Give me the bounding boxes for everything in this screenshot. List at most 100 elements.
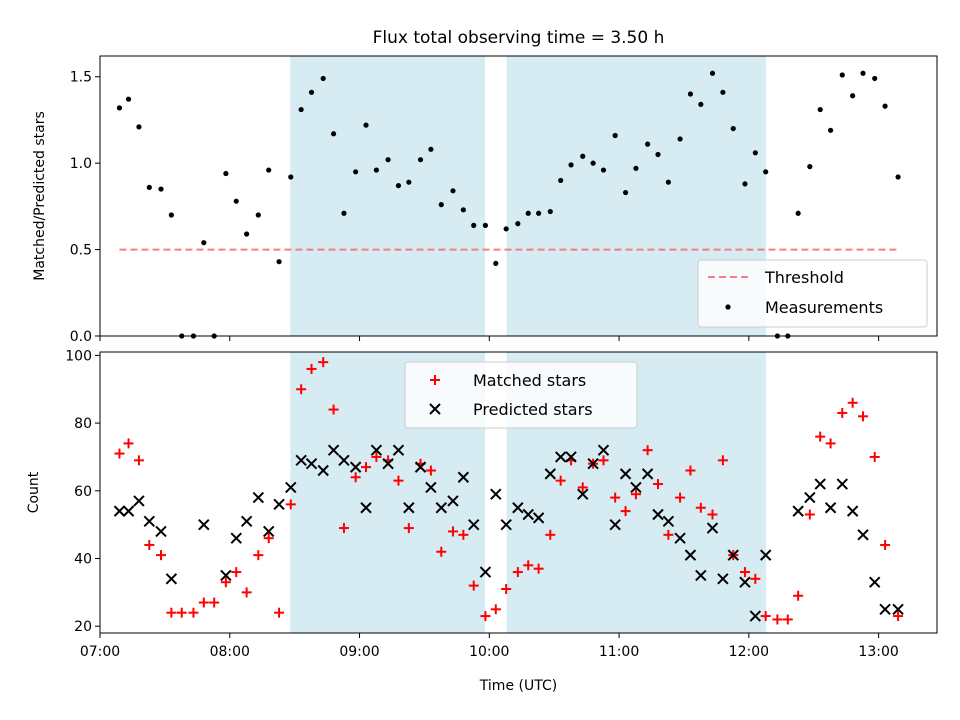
legend-frame [697,259,928,328]
matched-star-point [869,451,880,462]
measurement-point [895,174,901,180]
predicted-star-stroke-b [804,491,816,504]
measurement-point [288,174,294,180]
predicted-star-stroke-b [792,505,804,517]
matched-star-point [274,607,285,618]
matched-star-point [893,611,904,622]
matched-star-point [436,546,447,557]
measurement-points [116,70,901,339]
predicted-star-stroke-b [684,549,697,561]
predicted-star-stroke-b [554,451,567,463]
count-panel: 20 40 60 80 100 07:00 08:00 09:00 10:00 11:00 12:… [26,348,938,694]
predicted-star-point [425,481,437,494]
predicted-star-point [565,451,577,463]
matched-star-point [653,479,663,490]
matched-star-point [133,455,144,466]
predicted-star-stroke-b [403,502,415,514]
matched-star-point [695,502,706,513]
predicted-star-stroke-b [587,458,599,470]
ratio-y-axis-label: Matched/Predicted stars [32,111,48,281]
matched-star-point [263,533,274,544]
predicted-star-stroke-b [695,569,707,582]
measurement-point [244,231,250,237]
predicted-star-point [662,515,675,527]
measurement-point [330,131,337,137]
legend-frame [404,361,638,429]
predicted-star-stroke-b [273,498,285,511]
matched-star-point [318,357,329,368]
count-y-axis-label: Count [26,471,42,513]
matched-star-point [750,573,761,584]
predicted-star-stroke-b [652,508,664,521]
matched-star-point [371,451,382,462]
predicted-star-stroke-b [285,481,297,494]
predicted-star-stroke-b [512,502,524,514]
predicted-star-stroke-b [565,451,577,463]
matched-star-point [501,583,512,594]
predicted-star-stroke-b [717,573,729,585]
matched-star-point [675,492,686,503]
matched-star-point [815,431,826,442]
matched-star-point [837,407,848,418]
matched-star-point [825,438,836,449]
measurement-point [201,240,207,246]
matched-star-point [430,375,440,385]
predicted-star-point [360,502,372,514]
predicted-star-point [846,505,859,517]
predicted-star-stroke-b [749,610,762,622]
predicted-star-point [317,464,329,477]
predicted-star-point [749,610,762,622]
y-tick-label: 1.5 [70,70,92,86]
measurement-point [417,157,424,163]
predicted-star-point [327,444,340,456]
x-tick-label: 09:00 [339,644,379,660]
matched-star-point [760,611,771,622]
measurement-point [860,70,866,76]
predicted-star-stroke-b [630,481,642,494]
measurement-point [373,167,380,173]
predicted-star-stroke-b [544,468,557,480]
predicted-star-stroke-b [262,525,275,538]
measurement-point [730,125,736,132]
predicted-star-stroke-b [814,478,826,490]
matched-star-point [361,462,372,473]
predicted-star-stroke-b [435,502,447,514]
predicted-star-point [804,491,816,504]
matched-star-point [555,475,566,486]
measurement-point [872,75,878,82]
predicted-star-point [695,569,707,582]
predicted-star-stroke-b [155,525,167,538]
matched-star-point [425,465,436,476]
predicted-star-point [435,502,447,514]
predicted-star-point [641,468,654,480]
matched-star-point [630,489,641,500]
matched-star-point [577,482,588,493]
measurement-point [438,202,444,208]
predicted-star-point [414,461,427,473]
predicted-star-point [892,603,904,616]
predicted-star-point [447,495,459,507]
measurement-point [839,72,845,78]
matched-star-point [685,465,696,476]
predicted-star-stroke-b [532,512,545,524]
measurement-point [633,165,639,171]
measurement-point [807,164,813,170]
x-tick-label: 08:00 [210,644,250,660]
predicted-star-stroke-b [824,502,837,514]
predicted-star-stroke-b [468,518,480,531]
predicted-star-stroke-b [338,454,350,467]
predicted-star-stroke-b [836,478,848,490]
measurement-point [223,170,229,177]
predicted-star-point [220,569,232,582]
matched-star-point [598,455,609,466]
measurement-point [568,162,574,168]
measurement-point [385,157,391,163]
measurement-point [590,160,596,166]
matched-star-point [338,523,349,534]
predicted-star-stroke-b [619,468,632,480]
measurement-point [547,208,553,215]
measurement-point [742,181,748,187]
measurement-point [525,210,531,216]
measurement-point [795,210,801,216]
